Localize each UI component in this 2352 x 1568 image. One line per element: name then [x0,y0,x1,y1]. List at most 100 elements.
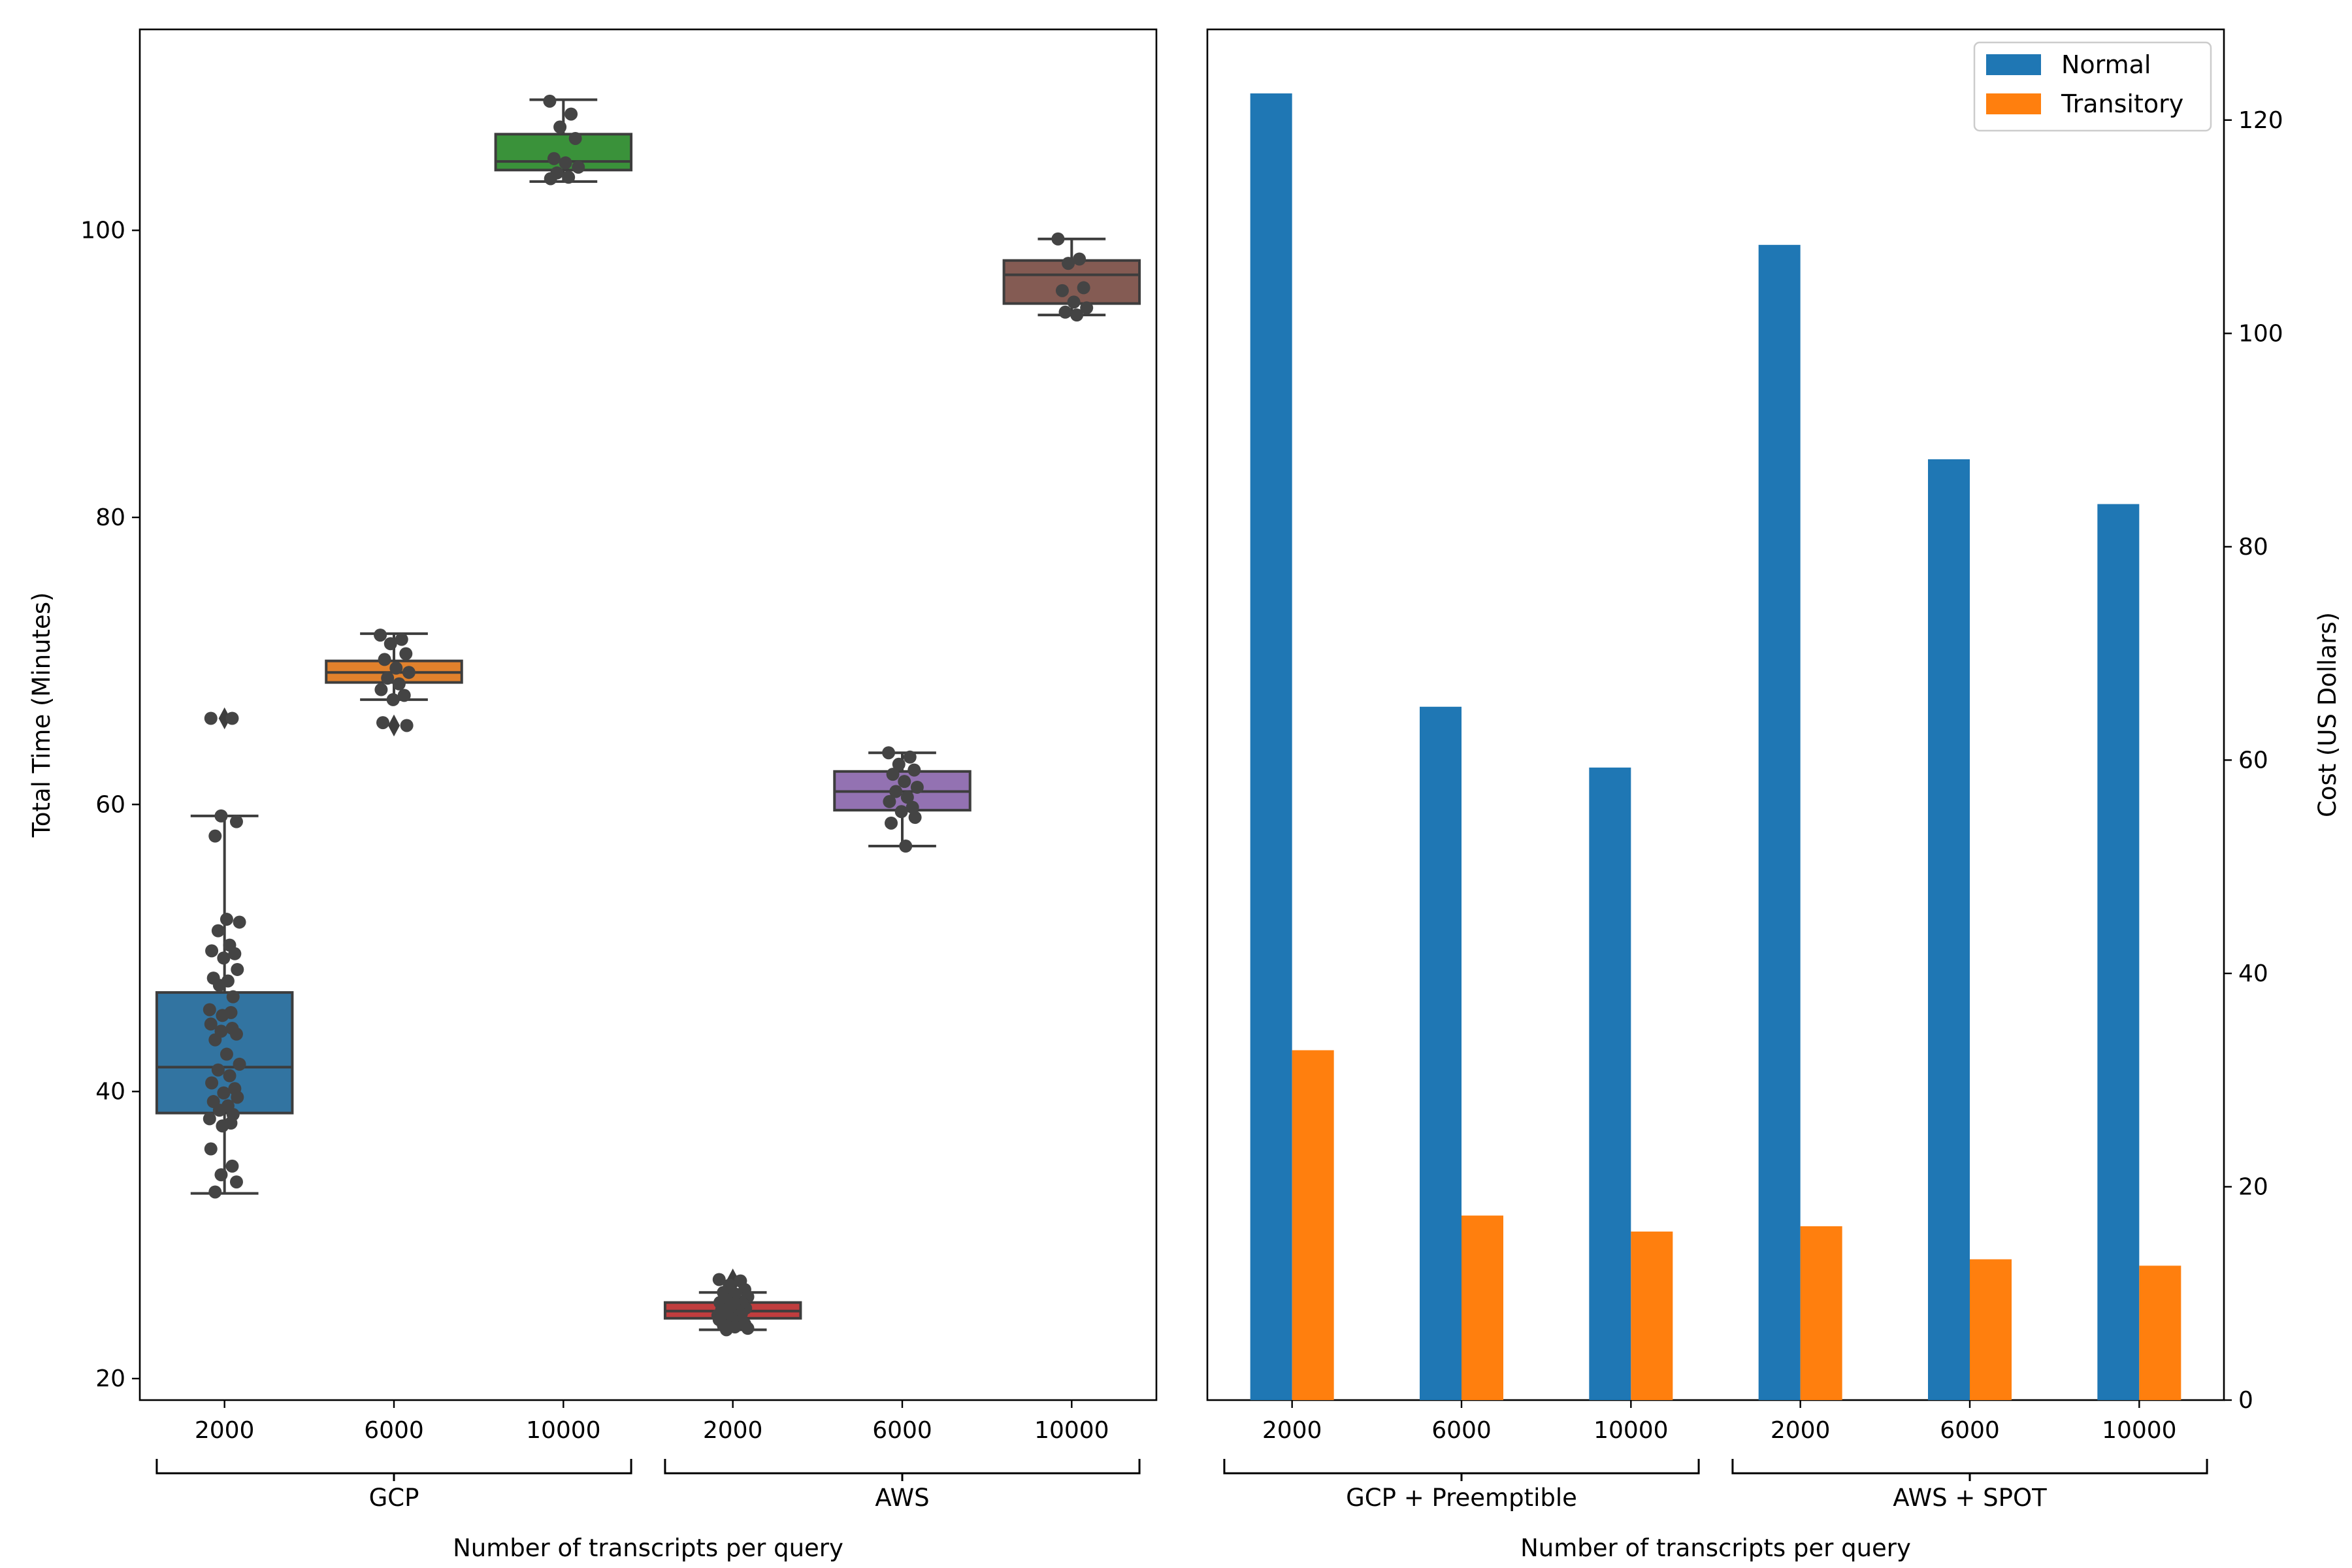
data-point [885,816,898,830]
data-point [233,1057,246,1071]
data-point [553,120,567,134]
data-point [572,160,585,174]
data-point [231,962,244,976]
data-point [229,815,243,828]
data-point [883,794,896,808]
data-point [906,800,919,814]
data-point [889,785,903,798]
bar-normal-3 [1758,244,1801,1400]
bar-chart-x-axis-label: Number of transcripts per query [1520,1534,1911,1562]
group-bracket [1731,1459,2208,1481]
box-plot-group-brackets: GCP AWS [155,1459,1141,1512]
x-tick-label: 10000 [526,1417,601,1444]
bar-chart-y-ticks: 0 20 40 60 80 100 120 [2224,107,2283,1414]
data-point [225,1159,239,1173]
data-point [908,811,922,825]
data-point [1062,257,1075,270]
data-point [559,156,572,170]
data-point [203,1003,216,1017]
group-label: GCP + Preemptible [1346,1484,1577,1512]
bar-normal-1 [1420,706,1462,1400]
data-point [376,716,390,730]
group-bracket [155,1459,632,1481]
data-point [212,979,226,992]
data-point [397,689,411,702]
bar-transitory-4 [1970,1259,2012,1400]
y-tick-label: 60 [95,791,125,818]
bar-transitory-2 [1631,1232,1673,1400]
data-point [899,840,913,853]
data-point [214,1168,228,1182]
x-tick-label: 2000 [1771,1417,1831,1444]
data-point [374,683,388,696]
data-point [1080,301,1094,315]
bar-chart-panel: 0 20 40 60 80 100 120 2000 6000 10000 2000 6000 100… [1206,28,2342,1562]
data-point [205,944,219,958]
x-tick-label: 2000 [703,1417,763,1444]
legend: Normal Transitory [1973,41,2212,132]
box-plot-y-ticks: 20 40 60 80 100 [80,218,140,1392]
box-gcp-2000 [155,707,294,1199]
y-tick-label: 0 [2238,1387,2253,1414]
group-label: AWS [875,1484,929,1512]
box-gcp-6000 [325,629,463,737]
data-point [900,791,914,804]
group-label: GCP [369,1484,419,1512]
x-tick-label: 2000 [195,1417,255,1444]
bar-transitory-1 [1462,1215,1503,1400]
data-point [1051,232,1065,246]
data-point [211,924,225,938]
data-point [386,693,400,706]
bar-normal-4 [1928,459,1970,1401]
y-tick-label: 80 [95,504,125,531]
data-point [216,1119,229,1133]
box-plot-boxes [155,94,1141,1337]
bar-chart-x-ticks: 2000 6000 10000 2000 6000 10000 [1262,1400,2177,1444]
y-tick-label: 60 [2238,747,2268,774]
data-point [225,711,239,725]
data-point [205,1076,219,1090]
y-tick-label: 100 [80,218,125,244]
bar-chart-y-axis-label: Cost (US Dollars) [2313,612,2342,817]
data-point [399,647,413,661]
data-point [543,94,557,108]
data-point [907,763,921,777]
data-point [208,1033,222,1047]
bar-transitory-3 [1800,1226,1842,1400]
y-tick-label: 80 [2238,534,2268,561]
data-point [882,746,896,760]
data-point [233,915,246,929]
outlier-marker [218,707,231,730]
bar-chart-frame [1206,28,2225,1401]
data-point [226,990,240,1004]
data-point [1070,308,1084,322]
x-tick-label: 10000 [1593,1417,1669,1444]
data-point [564,107,578,121]
data-point [903,750,917,764]
box-aws-2000 [663,1268,802,1337]
x-tick-label: 2000 [1262,1417,1322,1444]
y-tick-label: 40 [95,1079,125,1105]
box-aws-6000 [833,746,972,853]
group-bracket [1223,1459,1700,1481]
x-tick-label: 10000 [2102,1417,2177,1444]
box-plot-panel: 20 40 60 80 100 2000 6000 10000 2000 6000 10000 G… [27,28,1158,1562]
data-point [910,780,924,794]
data-point [378,653,391,666]
data-point [544,172,557,186]
box-plot-frame [139,28,1158,1401]
group-bracket [664,1459,1141,1481]
box-plot-x-ticks: 2000 6000 10000 2000 6000 10000 [195,1400,1109,1444]
box-iqr [494,133,633,172]
x-tick-label: 10000 [1034,1417,1109,1444]
bar-normal-2 [1589,767,1631,1400]
box-aws-10000 [1002,232,1141,322]
x-tick-label: 6000 [872,1417,932,1444]
data-point [228,947,242,960]
box-plot-x-axis-label: Number of transcripts per query [453,1534,843,1562]
data-point [204,711,218,725]
bar-transitory-5 [2139,1266,2181,1400]
y-tick-label: 120 [2238,107,2283,134]
data-point [231,1090,244,1104]
